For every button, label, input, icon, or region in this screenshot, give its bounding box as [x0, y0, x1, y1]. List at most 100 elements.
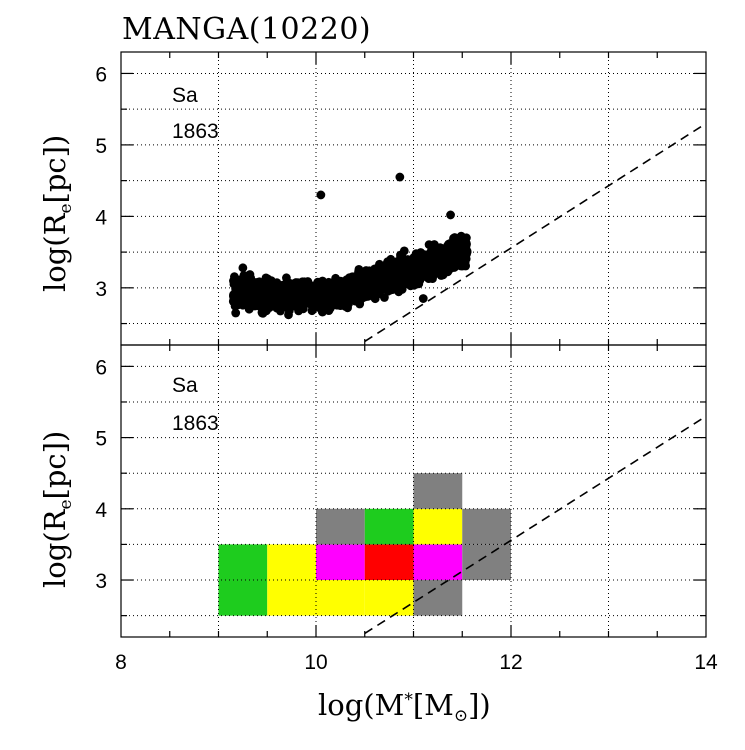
- heatmap-cell-yellow: [364, 580, 414, 616]
- scatter-point: [238, 285, 248, 295]
- scatter-point: [359, 277, 369, 287]
- scatter-point: [288, 283, 298, 293]
- scatter-point: [423, 253, 433, 263]
- heatmap-cell-yellow: [316, 580, 365, 616]
- scatter-point: [257, 294, 267, 303]
- y-tick-label: 6: [95, 356, 107, 379]
- scatter-point-outlier: [418, 294, 428, 303]
- x-tick-label: 12: [499, 651, 522, 674]
- y-tick-label: 4: [95, 206, 107, 229]
- scatter-point: [354, 267, 363, 276]
- top-type-label: Sa: [172, 84, 198, 107]
- bottom-count-label: 1863: [172, 412, 219, 435]
- scatter-point: [304, 295, 313, 305]
- scatter-point: [314, 286, 324, 296]
- scatter-point: [442, 251, 451, 261]
- scatter-point: [380, 293, 389, 302]
- heatmap-cell-green: [218, 544, 268, 581]
- heatmap-cell-green: [364, 508, 414, 545]
- y-tick-label: 3: [95, 278, 107, 301]
- scatter-point: [360, 285, 369, 294]
- scatter-point: [298, 277, 307, 287]
- scatter-point: [450, 233, 460, 242]
- chart-title: MANGA(10220): [122, 12, 372, 47]
- y-tick-label: 6: [95, 63, 107, 86]
- heatmap-cell-yellow: [267, 544, 316, 581]
- scatter-point: [430, 253, 439, 263]
- heatmap-cell-green: [218, 580, 268, 616]
- heatmap-cell-gray: [413, 473, 463, 509]
- scatter-point: [431, 268, 440, 277]
- scatter-point: [323, 291, 333, 301]
- scatter-point: [312, 279, 322, 289]
- frame-layer: [120, 51, 707, 638]
- scatter-point-outlier: [316, 190, 326, 200]
- heatmap-cell-red: [364, 544, 414, 581]
- scatter-points-layer: [228, 172, 472, 320]
- x-axis-label: log(M*[M⊙]): [318, 688, 491, 726]
- scatter-point: [413, 270, 423, 280]
- top-reference-line: [364, 122, 707, 343]
- scatter-point: [275, 302, 285, 312]
- scatter-point: [329, 286, 339, 296]
- scatter-point: [453, 245, 463, 255]
- scatter-point: [228, 297, 238, 306]
- scatter-point-outlier: [395, 172, 405, 182]
- heatmap-cell-magenta: [316, 544, 365, 581]
- scatter-point: [355, 296, 365, 306]
- heatmap-cell-gray: [316, 508, 365, 545]
- bottom-type-label: Sa: [172, 374, 198, 397]
- y-tick-label: 3: [95, 570, 107, 593]
- scatter-point: [298, 304, 308, 314]
- scatter-point: [230, 272, 239, 282]
- scatter-point: [387, 265, 397, 275]
- scatter-point: [409, 255, 419, 265]
- heatmap-cell-yellow: [267, 580, 316, 616]
- scatter-point: [272, 295, 281, 305]
- x-tick-label: 14: [694, 651, 718, 674]
- heatmap-cell-yellow: [413, 508, 463, 545]
- y-tick-label: 4: [95, 499, 107, 522]
- tick-labels-layer: 3 4 5 6 3 4 5 6 8 10 12 14: [95, 63, 718, 674]
- bottom-reference-line: [364, 415, 707, 635]
- scatter-point: [452, 258, 461, 268]
- heatmap-cell-gray: [462, 544, 511, 581]
- y-axis-label-top: log(Re[pc]): [38, 134, 76, 292]
- scatter-point: [252, 280, 262, 290]
- heatmap-cell-magenta: [413, 544, 463, 581]
- scatter-point: [377, 264, 386, 273]
- scatter-point: [266, 302, 275, 311]
- scatter-point: [333, 298, 342, 307]
- heatmap-cell-gray: [462, 508, 511, 545]
- scatter-point: [265, 278, 274, 288]
- x-tick-label: 10: [304, 651, 327, 674]
- scatter-point: [231, 308, 241, 318]
- scatter-point: [245, 270, 255, 279]
- scatter-point: [397, 260, 407, 270]
- scatter-point: [237, 296, 247, 305]
- scatter-point: [420, 264, 430, 274]
- scatter-point: [315, 300, 325, 310]
- scatter-point-outlier: [238, 263, 248, 273]
- reference-lines-layer: [364, 122, 707, 635]
- grid-layer: [121, 52, 706, 637]
- scatter-point: [460, 238, 470, 248]
- scatter-point: [338, 288, 347, 298]
- y-tick-label: 5: [95, 135, 107, 158]
- scatter-point: [366, 268, 376, 277]
- x-tick-label: 8: [115, 651, 127, 674]
- y-tick-label: 5: [95, 428, 107, 451]
- scatter-point: [353, 288, 362, 297]
- top-panel-frame: [120, 51, 707, 346]
- scatter-point: [373, 284, 383, 294]
- scatter-point-outlier: [446, 210, 455, 220]
- scatter-point: [424, 240, 434, 250]
- top-count-label: 1863: [172, 120, 219, 143]
- scatter-point: [458, 255, 468, 265]
- y-axis-label-bottom: log(Re[pc]): [38, 430, 76, 588]
- scatter-point: [375, 276, 385, 286]
- scatter-point: [396, 276, 406, 286]
- heatmap-cells-layer: [218, 473, 511, 616]
